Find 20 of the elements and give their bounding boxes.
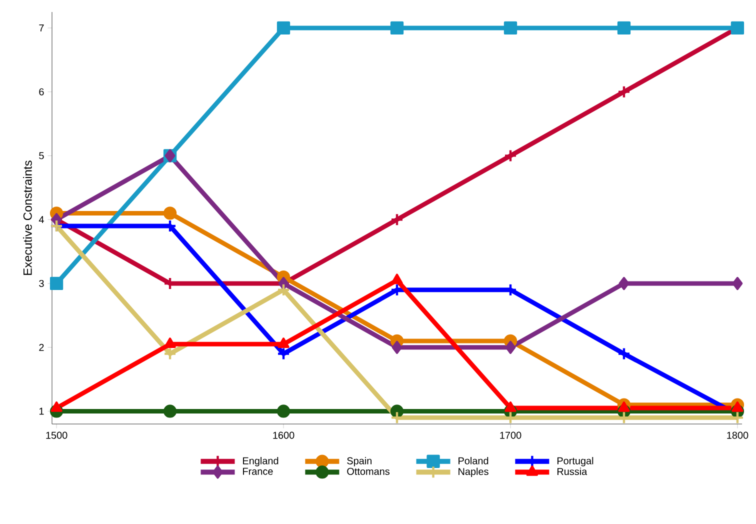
y-tick-label: 1 (39, 408, 44, 415)
y-tick-label: 6 (39, 88, 44, 96)
y-axis-title: Executive Constraints (23, 160, 32, 275)
y-tick-label: 7 (39, 24, 44, 32)
x-tick-label: 1800 (727, 432, 748, 439)
y-tick-label: 2 (39, 344, 44, 351)
y-tick-label: 3 (39, 280, 44, 287)
legend-label: England (243, 457, 278, 466)
legend-label: France (243, 468, 273, 475)
x-tick-label: 1500 (46, 432, 68, 439)
legend-label: Naples (458, 468, 488, 478)
legend-label: Portugal (557, 457, 594, 466)
y-tick-label: 5 (39, 152, 44, 160)
x-tick-label: 1600 (273, 432, 294, 439)
y-tick-label: 4 (38, 216, 44, 224)
legend-label: Spain (347, 457, 372, 466)
legend-label: Poland (458, 457, 488, 464)
x-tick-label: 1700 (500, 432, 522, 439)
legend-label: Ottomans (347, 468, 390, 475)
legend-label: Russia (557, 468, 588, 476)
